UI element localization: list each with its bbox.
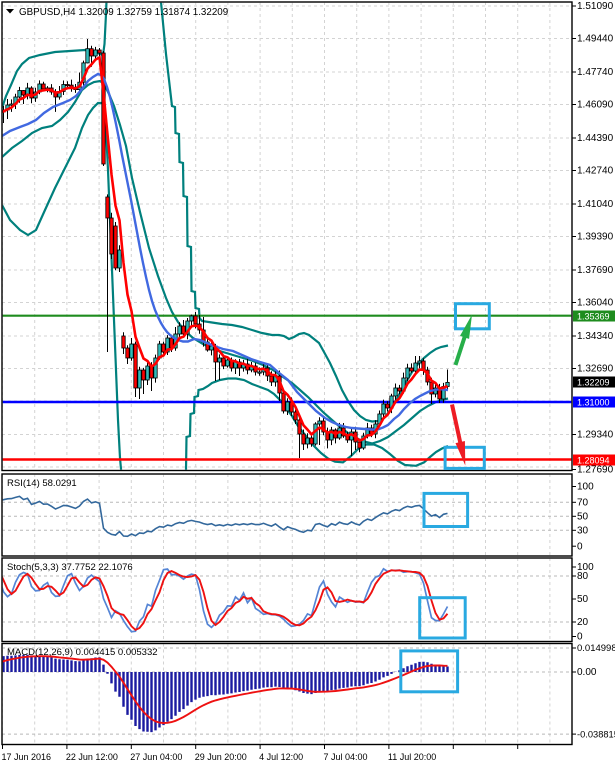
svg-text:1.44390: 1.44390 xyxy=(577,133,614,144)
svg-text:1.49440: 1.49440 xyxy=(577,34,614,45)
svg-text:1.31000: 1.31000 xyxy=(577,397,610,407)
svg-text:1.34340: 1.34340 xyxy=(577,331,614,342)
svg-text:1.27690: 1.27690 xyxy=(577,465,614,476)
svg-text:20: 20 xyxy=(577,617,589,628)
svg-text:1.32690: 1.32690 xyxy=(577,364,614,375)
svg-text:22 Jun 12:00: 22 Jun 12:00 xyxy=(66,752,118,762)
svg-text:1.47740: 1.47740 xyxy=(577,67,614,78)
svg-text:0.00: 0.00 xyxy=(577,667,597,678)
svg-text:70: 70 xyxy=(577,498,589,509)
svg-text:RSI(14) 58.0291: RSI(14) 58.0291 xyxy=(7,478,77,489)
svg-text:50: 50 xyxy=(577,594,589,605)
svg-text:1.41040: 1.41040 xyxy=(577,199,614,210)
svg-text:50: 50 xyxy=(577,512,589,523)
svg-text:1.37690: 1.37690 xyxy=(577,265,614,276)
svg-text:GBPUSD,H4 1.32009 1.32759 1.3: GBPUSD,H4 1.32009 1.32759 1.31874 1.3220… xyxy=(19,7,228,18)
svg-text:1.28094: 1.28094 xyxy=(577,455,610,465)
svg-text:17 Jun 2016: 17 Jun 2016 xyxy=(2,752,52,762)
svg-text:1.32209: 1.32209 xyxy=(577,377,610,387)
svg-text:MACD(12,26,9) 0.004415 0.00533: MACD(12,26,9) 0.004415 0.005332 xyxy=(7,647,158,658)
svg-text:1.42740: 1.42740 xyxy=(577,166,614,177)
svg-text:1.36040: 1.36040 xyxy=(577,298,614,309)
svg-text:1.35369: 1.35369 xyxy=(577,311,610,321)
svg-text:80: 80 xyxy=(577,571,589,582)
svg-text:0: 0 xyxy=(577,632,583,643)
svg-text:-0.038815: -0.038815 xyxy=(577,729,615,739)
svg-text:0: 0 xyxy=(577,541,583,552)
svg-text:27 Jun 04:00: 27 Jun 04:00 xyxy=(130,752,182,762)
svg-text:29 Jun 20:00: 29 Jun 20:00 xyxy=(195,752,247,762)
svg-text:11 Jul 20:00: 11 Jul 20:00 xyxy=(388,752,436,762)
svg-text:100: 100 xyxy=(577,482,594,493)
svg-text:1.29340: 1.29340 xyxy=(577,430,614,441)
svg-text:100: 100 xyxy=(577,562,594,573)
svg-text:1.51090: 1.51090 xyxy=(577,1,614,12)
svg-text:4 Jul 12:00: 4 Jul 12:00 xyxy=(259,752,303,762)
svg-text:Stoch(5,3,3) 37.7752 22.1076: Stoch(5,3,3) 37.7752 22.1076 xyxy=(7,562,133,573)
svg-text:1.39390: 1.39390 xyxy=(577,232,614,243)
svg-text:0.014998: 0.014998 xyxy=(577,643,615,654)
svg-text:30: 30 xyxy=(577,526,589,537)
svg-text:1.46090: 1.46090 xyxy=(577,100,614,111)
svg-text:7 Jul 04:00: 7 Jul 04:00 xyxy=(324,752,368,762)
